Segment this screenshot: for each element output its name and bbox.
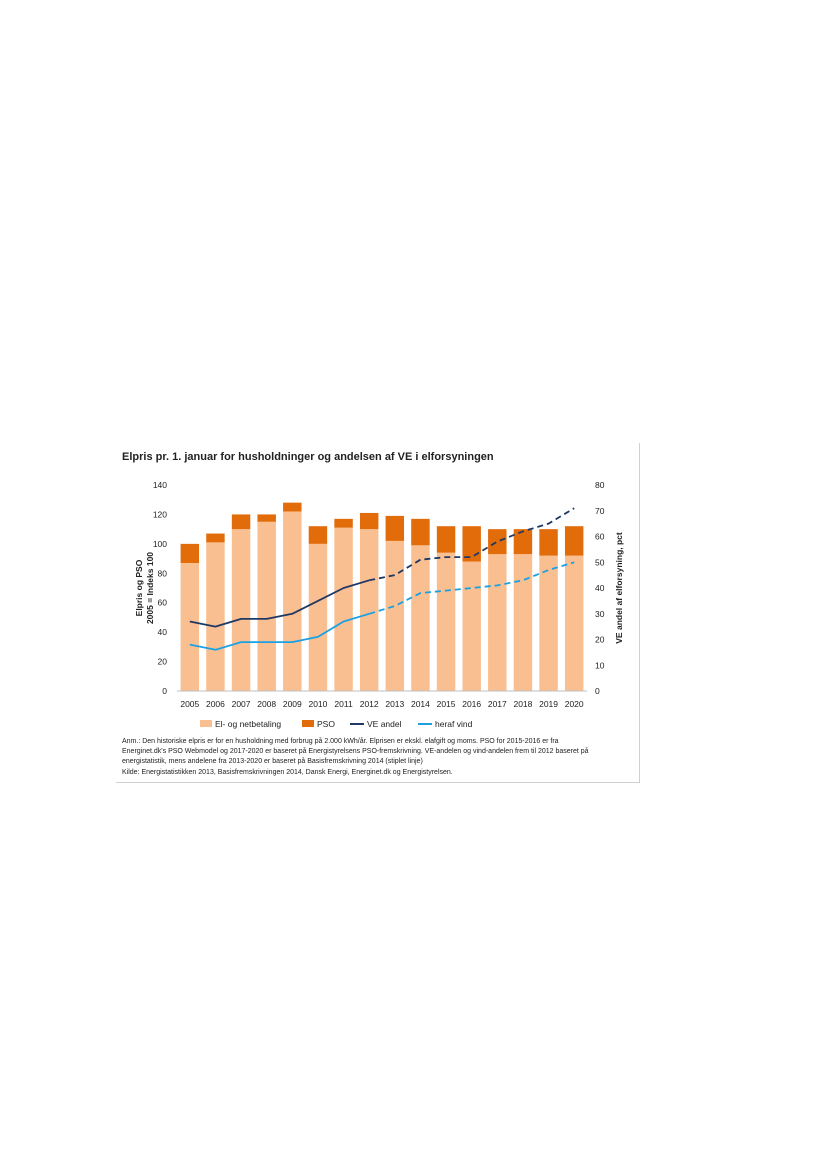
bar-pso-2009 [283,502,302,512]
y-left-axis-subtitle: 2005 = Indeks 100 [145,552,155,624]
chart-title: Elpris pr. 1. januar for husholdninger o… [122,451,494,463]
y-right-tick-label: 80 [595,480,605,490]
bar-pso-2010 [308,526,328,544]
bar-el-og-netbetaling-2015 [436,552,456,691]
x-tick-label: 2011 [334,699,353,709]
figure-frame [116,443,640,783]
bar-pso-2005 [180,543,200,563]
y-right-tick-label: 50 [595,557,605,567]
x-tick-label: 2019 [539,699,558,709]
bar-el-og-netbetaling-2007 [231,529,251,691]
bar-pso-2019 [539,529,558,556]
x-tick-label: 2018 [513,699,532,709]
bar-el-og-netbetaling-2016 [462,561,481,691]
bar-el-og-netbetaling-2009 [283,511,302,691]
bar-el-og-netbetaling-2012 [359,529,379,691]
y-right-axis-title: VE andel af elforsyning, pct [614,532,624,644]
bar-pso-2015 [436,526,456,553]
y-left-tick-label: 80 [158,568,168,578]
y-right-tick-label: 60 [595,532,605,542]
y-left-tick-label: 120 [153,509,167,519]
lines-layer [189,507,575,651]
line-ve-andel-dashed [369,507,575,582]
x-tick-label: 2010 [308,699,327,709]
bar-pso-2006 [206,533,225,543]
y-left-tick-label: 60 [158,598,168,608]
x-tick-label: 2017 [488,699,507,709]
legend-swatch-pso [302,720,314,727]
bar-el-og-netbetaling-2014 [411,545,430,691]
bar-pso-2012 [359,512,379,530]
bar-pso-2014 [411,518,430,546]
y-left-tick-label: 40 [158,627,168,637]
axes-layer: 0 20 40 60 80 100 120 140 0 10 20 30 40 50 60 70 80 2005 2… [134,480,624,709]
y-left-tick-label: 100 [153,539,167,549]
bar-el-og-netbetaling-2019 [539,555,558,691]
bar-pso-2008 [257,514,276,522]
bar-pso-2011 [334,518,353,528]
x-tick-label: 2009 [283,699,302,709]
bar-pso-2018 [513,529,533,555]
legend: El- og netbetaling PSO VE andel heraf vind [200,719,473,729]
line-heraf-vind-solid [189,612,370,651]
legend-label-ve-andel: VE andel [367,719,402,729]
x-tick-label: 2020 [565,699,584,709]
x-tick-label: 2006 [206,699,225,709]
bar-el-og-netbetaling-2020 [564,555,584,691]
y-right-tick-label: 70 [595,506,605,516]
y-left-axis-title: Elpris og PSO [134,559,144,616]
bars-layer [180,502,584,691]
y-left-tick-label: 20 [158,657,168,667]
bar-pso-2017 [488,529,507,555]
y-right-tick-label: 10 [595,660,605,670]
y-left-tick-label: 140 [153,480,167,490]
legend-label-el-og-netbetaling: El- og netbetaling [215,719,281,729]
y-right-tick-label: 30 [595,609,605,619]
note-line: Energinet.dk's PSO Webmodel og 2017-2020… [122,748,589,756]
bar-pso-2007 [231,514,251,530]
bar-el-og-netbetaling-2017 [488,554,507,691]
legend-label-heraf-vind: heraf vind [435,719,473,729]
bar-el-og-netbetaling-2013 [385,540,405,691]
chart-notes: Anm.: Den historiske elpris er for en hu… [122,737,637,778]
y-left-tick-label: 0 [162,686,167,696]
x-tick-label: 2005 [180,699,199,709]
bar-el-og-netbetaling-2011 [334,527,353,691]
bar-pso-2020 [564,526,584,556]
bar-el-og-netbetaling-2008 [257,521,276,691]
x-tick-label: 2007 [232,699,251,709]
bar-pso-2016 [462,526,481,562]
bar-pso-2013 [385,515,405,541]
y-right-tick-label: 0 [595,686,600,696]
x-tick-label: 2016 [462,699,481,709]
y-right-tick-label: 20 [595,635,605,645]
note-line: energistatistik, mens andelene fra 2013-… [122,758,423,766]
x-tick-label: 2013 [385,699,404,709]
line-ve-andel-solid [189,579,370,628]
note-line: Anm.: Den historiske elpris er for en hu… [122,738,559,745]
note-line: Kilde: Energistatistikken 2013, Basisfre… [122,768,453,776]
bar-el-og-netbetaling-2006 [206,542,225,691]
bar-el-og-netbetaling-2010 [308,543,328,691]
x-tick-label: 2014 [411,699,430,709]
y-right-tick-label: 40 [595,583,605,593]
x-tick-label: 2015 [437,699,456,709]
bar-el-og-netbetaling-2005 [180,562,200,691]
legend-swatch-el-og-netbetaling [200,720,212,727]
bar-el-og-netbetaling-2018 [513,554,533,691]
x-tick-label: 2012 [360,699,379,709]
x-tick-label: 2008 [257,699,276,709]
legend-label-pso: PSO [317,719,335,729]
